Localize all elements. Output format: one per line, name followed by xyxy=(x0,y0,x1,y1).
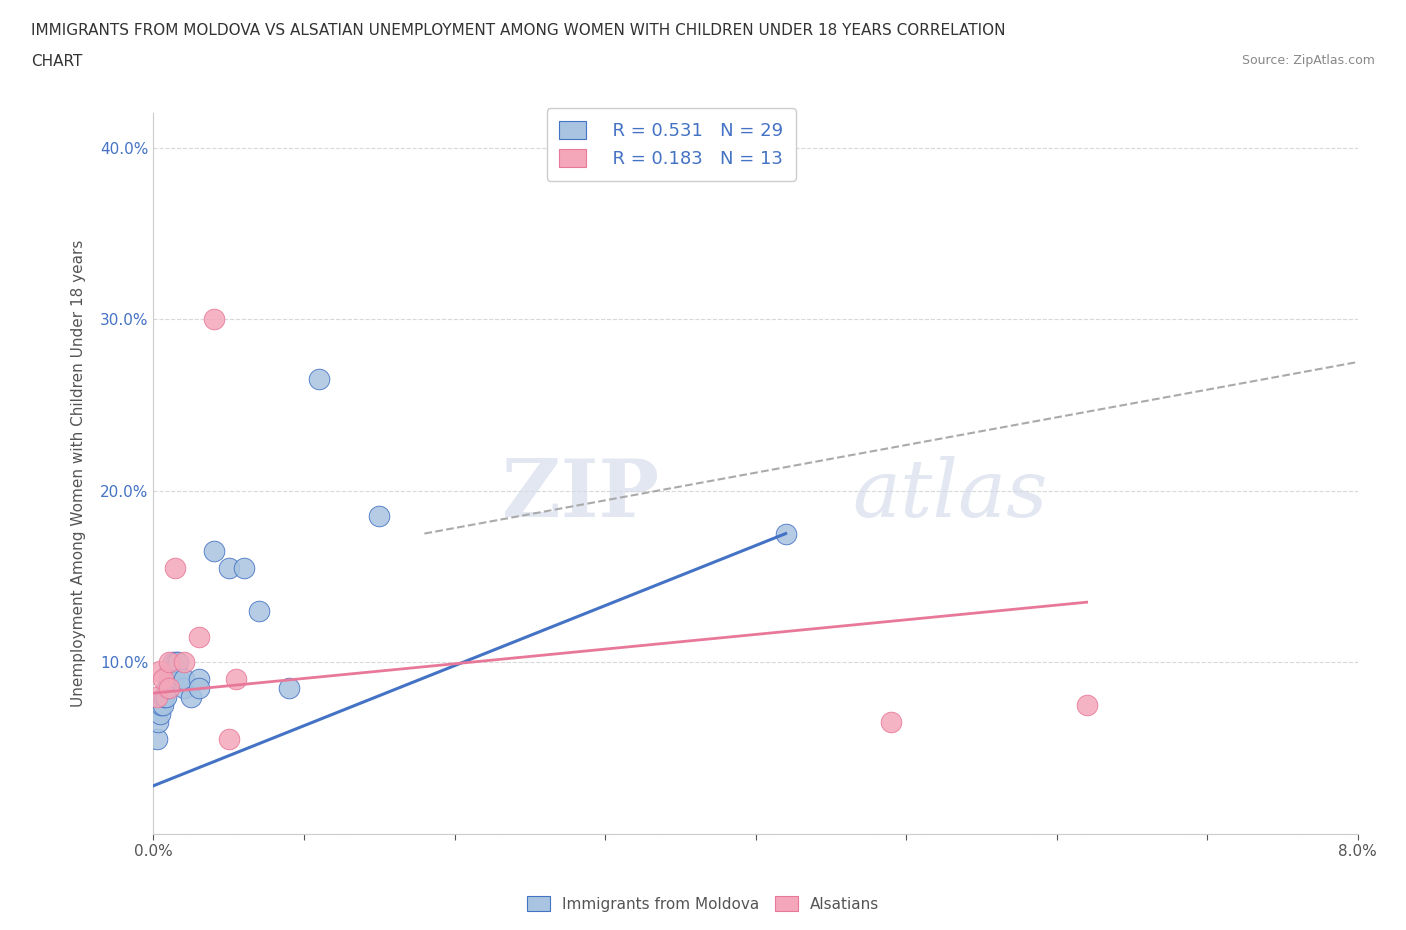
Point xyxy=(148,663,170,678)
Point xyxy=(278,681,301,696)
Point xyxy=(145,689,167,704)
Point xyxy=(148,706,170,721)
Text: Source: ZipAtlas.com: Source: ZipAtlas.com xyxy=(1241,54,1375,67)
Point xyxy=(160,663,183,678)
Legend:   R = 0.531   N = 29,   R = 0.183   N = 13: R = 0.531 N = 29, R = 0.183 N = 13 xyxy=(547,108,796,181)
Point xyxy=(173,655,195,670)
Point xyxy=(218,561,240,576)
Point xyxy=(880,715,903,730)
Point xyxy=(157,681,180,696)
Point xyxy=(308,372,330,387)
Point xyxy=(187,629,209,644)
Point xyxy=(152,698,174,712)
Point xyxy=(1076,698,1098,712)
Point xyxy=(202,543,225,558)
Point xyxy=(155,689,177,704)
Point xyxy=(775,526,797,541)
Text: atlas: atlas xyxy=(852,457,1047,534)
Text: IMMIGRANTS FROM MOLDOVA VS ALSATIAN UNEMPLOYMENT AMONG WOMEN WITH CHILDREN UNDER: IMMIGRANTS FROM MOLDOVA VS ALSATIAN UNEM… xyxy=(31,23,1005,38)
Point xyxy=(187,681,209,696)
Point xyxy=(156,681,179,696)
Point xyxy=(173,672,195,687)
Point xyxy=(202,312,225,326)
Point xyxy=(180,689,202,704)
Point xyxy=(232,561,254,576)
Point xyxy=(218,732,240,747)
Text: ZIP: ZIP xyxy=(502,456,659,534)
Point xyxy=(145,732,167,747)
Point xyxy=(152,672,174,687)
Point xyxy=(157,663,180,678)
Point xyxy=(173,681,195,696)
Point xyxy=(167,672,190,687)
Point xyxy=(187,672,209,687)
Point xyxy=(166,655,188,670)
Y-axis label: Unemployment Among Women with Children Under 18 years: Unemployment Among Women with Children U… xyxy=(72,240,86,707)
Legend: Immigrants from Moldova, Alsatians: Immigrants from Moldova, Alsatians xyxy=(520,889,886,918)
Point xyxy=(153,689,176,704)
Point xyxy=(157,672,180,687)
Point xyxy=(165,655,187,670)
Point xyxy=(146,715,169,730)
Point xyxy=(225,672,247,687)
Point xyxy=(163,663,186,678)
Point xyxy=(247,604,270,618)
Point xyxy=(157,655,180,670)
Point xyxy=(162,655,184,670)
Point xyxy=(150,698,173,712)
Text: CHART: CHART xyxy=(31,54,83,69)
Point xyxy=(163,561,186,576)
Point xyxy=(368,509,391,524)
